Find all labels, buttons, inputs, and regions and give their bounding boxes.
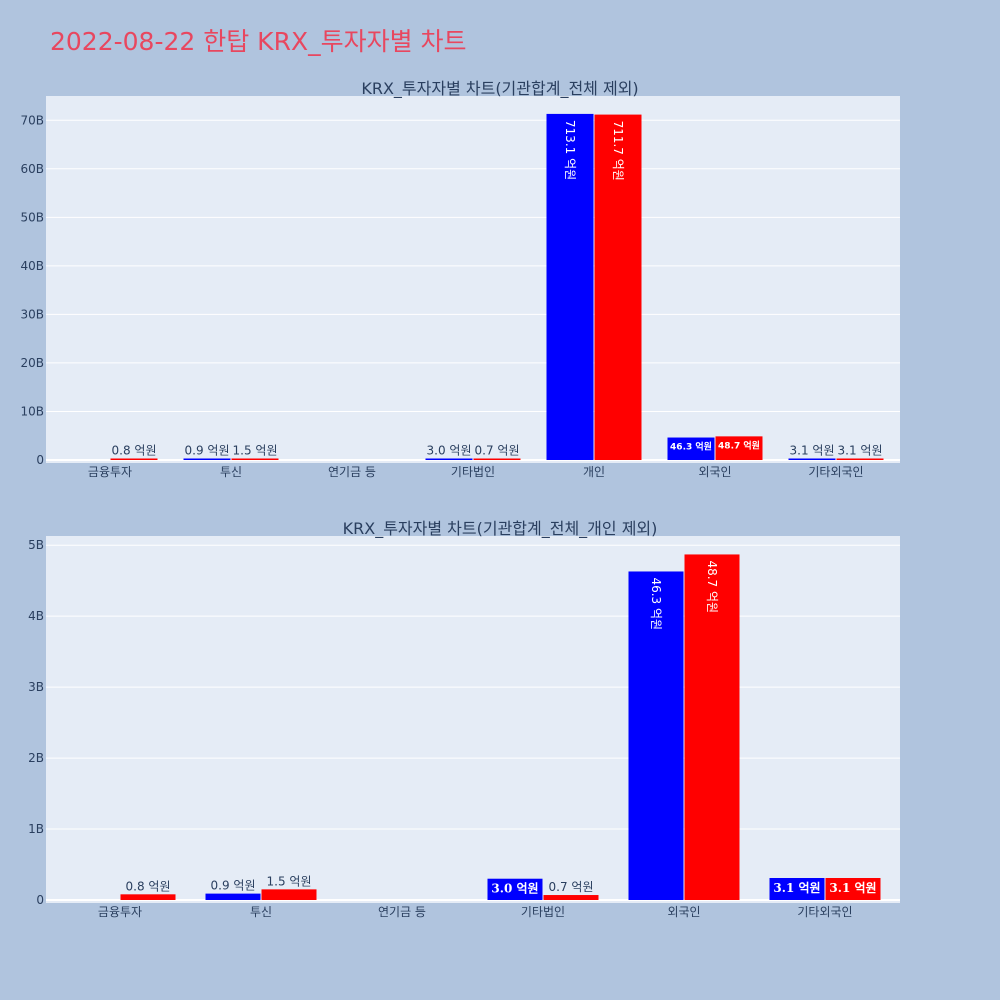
- y-tick-label: 0: [36, 453, 44, 467]
- page-title: 2022-08-22 한탑 KRX_투자자별 차트: [50, 27, 467, 56]
- x-tick-label: 금융투자: [88, 465, 132, 479]
- bar-label: 3.1 억원: [838, 443, 883, 457]
- y-tick-label: 30B: [20, 307, 44, 321]
- bar: [788, 458, 836, 460]
- bar: [543, 895, 599, 900]
- bar: [836, 458, 884, 460]
- bar-label: 1.5 억원: [233, 444, 278, 458]
- bar: [715, 436, 763, 460]
- y-tick-label: 10B: [20, 404, 44, 418]
- x-tick-label: 외국인: [667, 905, 700, 919]
- y-tick-label: 0: [36, 893, 44, 907]
- bar-label: 3.1 억원: [790, 443, 835, 457]
- bar: [120, 894, 176, 900]
- bar: [628, 571, 684, 900]
- x-tick-label: 연기금 등: [328, 465, 376, 479]
- y-tick-label: 3B: [28, 680, 44, 694]
- bar: [825, 878, 881, 900]
- y-tick-label: 5B: [28, 538, 44, 552]
- bar: [769, 878, 825, 900]
- plot-area: [46, 96, 900, 463]
- y-tick-label: 4B: [28, 609, 44, 623]
- bar: [425, 458, 473, 460]
- bar-label: 48.7 억원: [718, 439, 760, 451]
- bar-label: 48.7 억원: [705, 560, 719, 613]
- bar-label: 0.8 억원: [112, 444, 157, 458]
- bar-label: 0.9 억원: [185, 444, 230, 458]
- chart-title: KRX_투자자별 차트(기관합계_전체_개인 제외): [343, 519, 658, 539]
- bar: [231, 458, 279, 460]
- y-tick-label: 70B: [20, 113, 44, 127]
- bar-label: 0.7 억원: [475, 444, 520, 458]
- chart-1: 0 10B 20B 30B 40B 50B 60B 70B KRX_투자자별 차트(기관합계_전…: [20, 79, 900, 479]
- bar-label: 0.8 억원: [126, 879, 171, 893]
- x-tick-label: 기타법인: [451, 465, 495, 479]
- bar: [667, 437, 715, 460]
- bar: [473, 458, 521, 460]
- x-tick-label: 연기금 등: [378, 905, 426, 919]
- bar: [110, 458, 158, 460]
- bar: [487, 878, 543, 900]
- x-tick-label: 기타외국인: [797, 905, 852, 919]
- bar-label: 711.7 억원: [611, 121, 625, 181]
- x-tick-label: 개인: [583, 465, 605, 479]
- bar-label: 46.3 억원: [670, 441, 712, 453]
- x-tick-label: 기타법인: [521, 905, 565, 919]
- bar: [594, 114, 642, 461]
- bar-label: 3.0 억원: [427, 444, 472, 458]
- x-tick-label: 기타외국인: [808, 465, 863, 479]
- bar-label: 0.7 억원: [549, 880, 594, 894]
- bar: [546, 113, 594, 460]
- chart-2: 0 1B 2B 3B 4B 5B KRX_투자자별 차트(기관합계_전체_개인 제외) 금융투…: [28, 519, 900, 919]
- y-tick-label: 40B: [20, 259, 44, 273]
- bar-label: 713.1 억원: [563, 120, 577, 180]
- bar: [261, 889, 317, 900]
- x-tick-label: 외국인: [698, 465, 731, 479]
- chart-title: KRX_투자자별 차트(기관합계_전체 제외): [361, 79, 638, 99]
- bar-label: 46.3 억원: [649, 577, 663, 630]
- plot-area: [46, 536, 900, 903]
- bar-label: 0.9 억원: [211, 879, 256, 893]
- bar: [684, 554, 740, 900]
- bar: [205, 893, 261, 900]
- x-tick-label: 투신: [220, 465, 242, 479]
- bar-label: 1.5 억원: [267, 874, 312, 888]
- y-tick-label: 50B: [20, 210, 44, 224]
- y-tick-label: 1B: [28, 822, 44, 836]
- bar-label: 3.1 억원: [829, 881, 876, 895]
- x-tick-label: 투신: [250, 905, 272, 919]
- x-tick-label: 금융투자: [98, 905, 142, 919]
- y-tick-label: 60B: [20, 162, 44, 176]
- bar: [183, 458, 231, 460]
- bar-label: 3.1 억원: [773, 881, 820, 895]
- bar-label: 3.0 억원: [491, 882, 538, 896]
- y-tick-label: 2B: [28, 751, 44, 765]
- y-tick-label: 20B: [20, 356, 44, 370]
